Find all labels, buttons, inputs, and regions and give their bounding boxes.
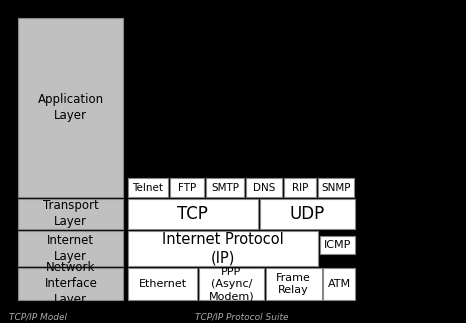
Bar xyxy=(128,267,197,300)
Bar xyxy=(171,178,204,197)
Text: Application
Layer: Application Layer xyxy=(38,93,104,122)
Bar xyxy=(18,199,123,229)
Bar xyxy=(199,267,264,300)
Text: FTP: FTP xyxy=(178,183,196,193)
Bar xyxy=(323,267,355,300)
Bar xyxy=(206,178,244,197)
Bar xyxy=(18,267,123,300)
Text: SNMP: SNMP xyxy=(321,183,350,193)
Text: SMTP: SMTP xyxy=(211,183,239,193)
Bar xyxy=(318,178,354,197)
Text: TCP/IP Protocol Suite: TCP/IP Protocol Suite xyxy=(195,312,289,321)
Text: UDP: UDP xyxy=(290,205,325,223)
Text: Telnet: Telnet xyxy=(132,183,164,193)
Bar xyxy=(247,178,282,197)
Text: ICMP: ICMP xyxy=(324,240,351,250)
Text: RIP: RIP xyxy=(292,183,308,193)
Bar xyxy=(320,236,355,255)
Text: Internet
Layer: Internet Layer xyxy=(47,234,95,263)
Bar xyxy=(128,178,168,197)
Text: Transport
Layer: Transport Layer xyxy=(43,199,99,228)
Bar xyxy=(266,267,322,300)
Bar xyxy=(128,231,318,266)
Text: Network
Interface
Layer: Network Interface Layer xyxy=(44,261,97,307)
Text: TCP: TCP xyxy=(177,205,208,223)
Bar xyxy=(284,178,316,197)
Bar xyxy=(128,199,258,229)
Bar xyxy=(260,199,355,229)
Text: TCP/IP Model: TCP/IP Model xyxy=(9,312,68,321)
Text: Internet Protocol
(IP): Internet Protocol (IP) xyxy=(162,232,284,265)
Bar xyxy=(18,18,123,197)
Text: Ethernet: Ethernet xyxy=(138,279,186,289)
Text: ATM: ATM xyxy=(328,279,350,289)
Text: DNS: DNS xyxy=(253,183,275,193)
Bar xyxy=(18,231,123,266)
Text: PPP
(Async/
Modem): PPP (Async/ Modem) xyxy=(209,266,254,301)
Text: Frame
Relay: Frame Relay xyxy=(276,273,311,295)
